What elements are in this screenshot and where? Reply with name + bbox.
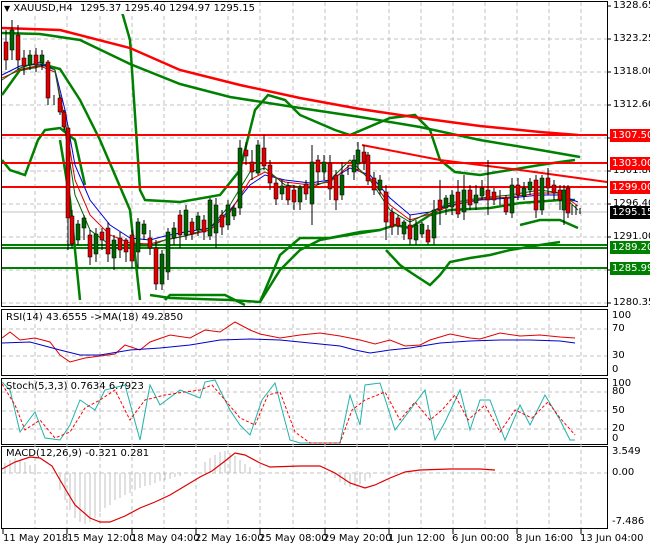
time-label: 29 May 20:00 xyxy=(323,533,392,544)
price-tick: 1296.40 xyxy=(613,198,650,209)
panel-frames xyxy=(1,1,608,529)
macd-tick: 3.549 xyxy=(612,446,641,457)
time-label: 15 May 12:00 xyxy=(67,533,136,544)
time-label: 11 May 2018 xyxy=(3,533,69,544)
rsi-label: RSI(14) 43.6555 ->MA(18) 49.2850 xyxy=(6,312,183,323)
macd-tick: 0.00 xyxy=(612,467,635,478)
time-label: 1 Jun 12:00 xyxy=(388,533,446,544)
rsi-tick: 0 xyxy=(612,364,619,375)
macd-histogram xyxy=(4,451,371,524)
level-tag-resistance-3: 1299.00 xyxy=(610,181,650,194)
level-tag-support-2: 1285.99 xyxy=(610,262,650,275)
stoch-tick: 0 xyxy=(612,433,619,444)
price-tick: 1323.25 xyxy=(613,33,650,44)
bollinger-bands-long xyxy=(0,4,581,307)
level-tag-resistance-1: 1307.50 xyxy=(610,129,650,142)
symbol-label: XAUUSD,H4 xyxy=(13,3,73,14)
price-tick: 1291.00 xyxy=(613,231,650,242)
price-tick: 1328.65 xyxy=(613,0,650,11)
moving-average-200 xyxy=(1,26,579,137)
chart-header: ▼ XAUUSD,H4 1295.37 1295.40 1294.97 1295… xyxy=(4,3,257,14)
time-label: 6 Jun 00:00 xyxy=(452,533,510,544)
ohlc-open: 1295.37 xyxy=(79,3,122,14)
current-price-tag: 1295.15 xyxy=(610,206,650,219)
dropdown-triangle-icon[interactable]: ▼ xyxy=(4,4,11,13)
time-label: 22 May 16:00 xyxy=(195,533,264,544)
stoch-tick: 100 xyxy=(612,378,632,389)
time-label: 25 May 08:00 xyxy=(259,533,328,544)
time-axis-ticks xyxy=(2,529,582,534)
rsi-tick: 100 xyxy=(612,310,632,321)
level-tag-support-1: 1289.20 xyxy=(610,241,650,254)
horizontal-levels xyxy=(2,134,607,269)
time-label: 8 Jun 16:00 xyxy=(516,533,574,544)
ohlc-high: 1295.40 xyxy=(124,3,166,14)
trendline-resistance xyxy=(361,144,608,183)
ohlc-close: 1295.15 xyxy=(213,3,255,14)
indicator-grid xyxy=(2,310,607,528)
price-tick: 1280.35 xyxy=(613,297,650,308)
short-moving-averages xyxy=(1,61,579,247)
ohlc-low: 1294.97 xyxy=(169,3,211,14)
macd-label: MACD(12,26,9) -0.321 0.281 xyxy=(6,448,150,459)
macd-tick: -7.486 xyxy=(612,516,645,527)
rsi-tick: 30 xyxy=(612,350,625,361)
stoch-tick: 50 xyxy=(612,405,625,416)
stochastic-lines xyxy=(1,379,576,444)
rsi-tick: 70 xyxy=(612,323,625,334)
rsi-lines xyxy=(1,321,576,363)
stoch-tick: 20 xyxy=(612,423,625,434)
stoch-tick: 80 xyxy=(612,386,625,397)
time-label: 18 May 04:00 xyxy=(131,533,200,544)
stoch-label: Stoch(5,3,3) 0.7634 6.7923 xyxy=(6,381,144,392)
price-tick: 1318.00 xyxy=(613,66,650,77)
price-tick: 1301.80 xyxy=(613,165,650,176)
price-tick: 1312.60 xyxy=(613,99,650,110)
level-tag-resistance-2: 1303.00 xyxy=(610,157,650,170)
time-label: 13 Jun 04:00 xyxy=(580,533,644,544)
macd-signal-line xyxy=(1,452,496,523)
candlesticks xyxy=(3,20,581,290)
main-grid xyxy=(2,2,607,306)
